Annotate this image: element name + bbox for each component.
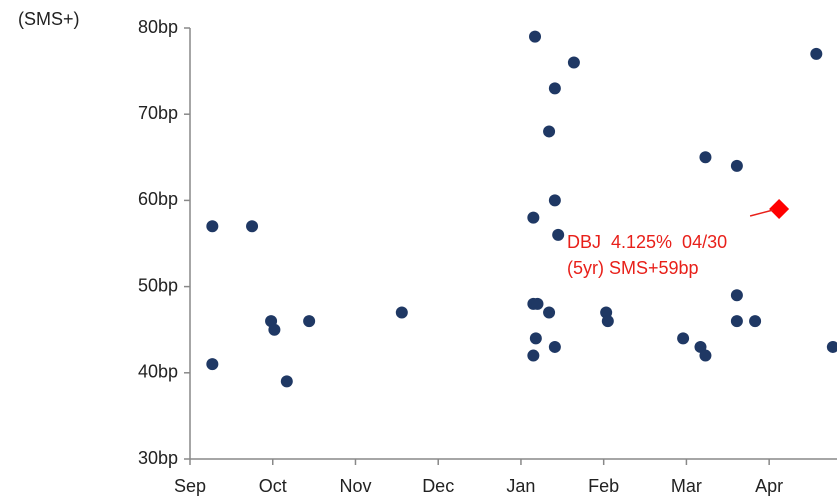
point	[552, 228, 565, 241]
point	[826, 340, 837, 353]
point	[548, 82, 561, 95]
y-tick-label: 80bp	[138, 17, 178, 37]
point	[730, 289, 743, 302]
x-tick-label: Oct	[259, 476, 287, 496]
point	[548, 340, 561, 353]
y-axis-label: (SMS+)	[18, 9, 80, 29]
point	[699, 349, 712, 362]
point	[699, 151, 712, 164]
x-tick-label: Apr	[755, 476, 783, 496]
annotation-text: DBJ 4.125% 04/30	[567, 232, 727, 252]
point	[548, 194, 561, 207]
point	[677, 332, 690, 345]
y-tick-label: 30bp	[138, 448, 178, 468]
x-tick-label: Dec	[422, 476, 454, 496]
point	[206, 358, 219, 371]
point	[206, 220, 219, 233]
point	[395, 306, 408, 319]
point	[730, 315, 743, 328]
y-tick-label: 60bp	[138, 189, 178, 209]
x-tick-label: Sep	[174, 476, 206, 496]
point	[749, 315, 762, 328]
annotation-leader	[749, 209, 774, 217]
point	[543, 125, 556, 138]
y-tick-label: 70bp	[138, 103, 178, 123]
point	[246, 220, 259, 233]
point	[601, 315, 614, 328]
x-tick-label: Mar	[671, 476, 702, 496]
point	[527, 211, 540, 224]
x-tick-label: Nov	[339, 476, 371, 496]
x-tick-label: Feb	[588, 476, 619, 496]
point	[810, 47, 823, 60]
annotation-text: (5yr) SMS+59bp	[567, 258, 699, 278]
point	[527, 349, 540, 362]
y-tick-label: 40bp	[138, 362, 178, 382]
point	[268, 323, 281, 336]
point	[730, 159, 743, 172]
x-tick-label: Jan	[506, 476, 535, 496]
point	[529, 30, 542, 43]
point	[280, 375, 293, 388]
point	[567, 56, 580, 69]
point	[769, 199, 790, 220]
point	[543, 306, 556, 319]
point	[529, 332, 542, 345]
y-tick-label: 50bp	[138, 275, 178, 295]
point	[303, 315, 316, 328]
point	[531, 297, 544, 310]
